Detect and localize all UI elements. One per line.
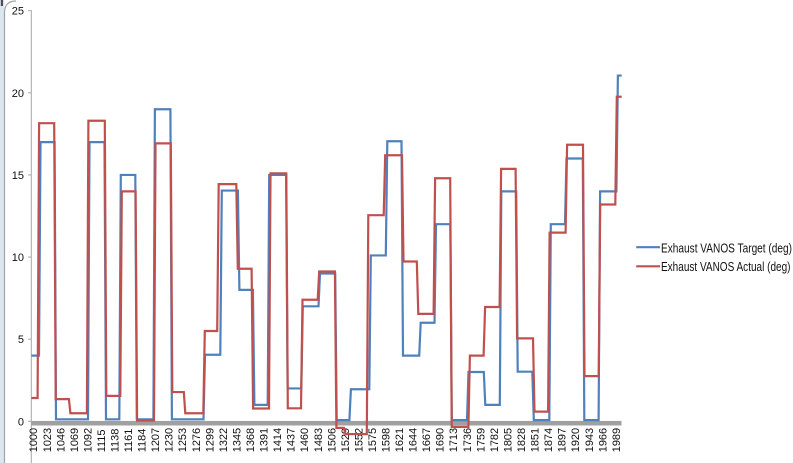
svg-text:1368: 1368 (245, 428, 257, 452)
svg-text:20: 20 (12, 88, 24, 100)
svg-text:Exhaust VANOS Target (deg): Exhaust VANOS Target (deg) (661, 241, 792, 256)
svg-text:1115: 1115 (96, 429, 108, 452)
svg-text:1138: 1138 (110, 429, 122, 453)
svg-text:1575: 1575 (367, 428, 379, 452)
svg-text:1345: 1345 (231, 428, 243, 452)
svg-text:1437: 1437 (286, 428, 298, 452)
svg-text:1759: 1759 (475, 428, 487, 452)
svg-text:1966: 1966 (597, 428, 609, 452)
svg-text:Exhaust VANOS Actual (deg): Exhaust VANOS Actual (deg) (661, 259, 791, 274)
svg-text:1989: 1989 (611, 428, 623, 452)
svg-text:1552: 1552 (353, 428, 365, 452)
svg-text:1805: 1805 (502, 428, 514, 452)
svg-text:1851: 1851 (530, 428, 542, 452)
svg-text:1460: 1460 (299, 428, 311, 452)
svg-text:1874: 1874 (543, 428, 555, 452)
svg-text:1483: 1483 (313, 428, 325, 452)
svg-text:1598: 1598 (381, 428, 393, 452)
svg-text:1023: 1023 (42, 428, 54, 452)
svg-text:1920: 1920 (570, 428, 582, 452)
svg-text:25: 25 (12, 6, 24, 18)
svg-text:1690: 1690 (435, 428, 447, 452)
svg-text:1828: 1828 (516, 428, 528, 452)
svg-text:1322: 1322 (218, 428, 230, 452)
svg-text:1230: 1230 (164, 428, 176, 452)
svg-text:1092: 1092 (82, 428, 94, 452)
svg-text:1276: 1276 (191, 428, 203, 452)
svg-text:1414: 1414 (272, 428, 284, 452)
svg-text:1299: 1299 (204, 428, 216, 452)
svg-text:1253: 1253 (177, 428, 189, 452)
svg-text:1391: 1391 (259, 428, 271, 452)
svg-text:1713: 1713 (448, 428, 460, 452)
svg-text:10: 10 (12, 252, 24, 264)
svg-text:5: 5 (18, 334, 24, 346)
svg-text:1897: 1897 (557, 428, 569, 452)
svg-text:1506: 1506 (326, 428, 338, 452)
svg-text:1667: 1667 (421, 428, 433, 452)
svg-text:1621: 1621 (394, 428, 406, 452)
svg-text:1644: 1644 (408, 428, 420, 452)
svg-text:1046: 1046 (55, 428, 67, 452)
svg-text:1000: 1000 (28, 428, 40, 452)
svg-text:1736: 1736 (462, 428, 474, 452)
svg-text:15: 15 (12, 170, 24, 182)
svg-text:1207: 1207 (150, 428, 162, 452)
svg-text:1161: 1161 (123, 429, 135, 453)
svg-text:1069: 1069 (69, 428, 81, 452)
svg-text:0: 0 (18, 416, 24, 428)
svg-text:1184: 1184 (137, 429, 149, 453)
svg-text:1782: 1782 (489, 428, 501, 452)
svg-text:1943: 1943 (584, 428, 596, 452)
